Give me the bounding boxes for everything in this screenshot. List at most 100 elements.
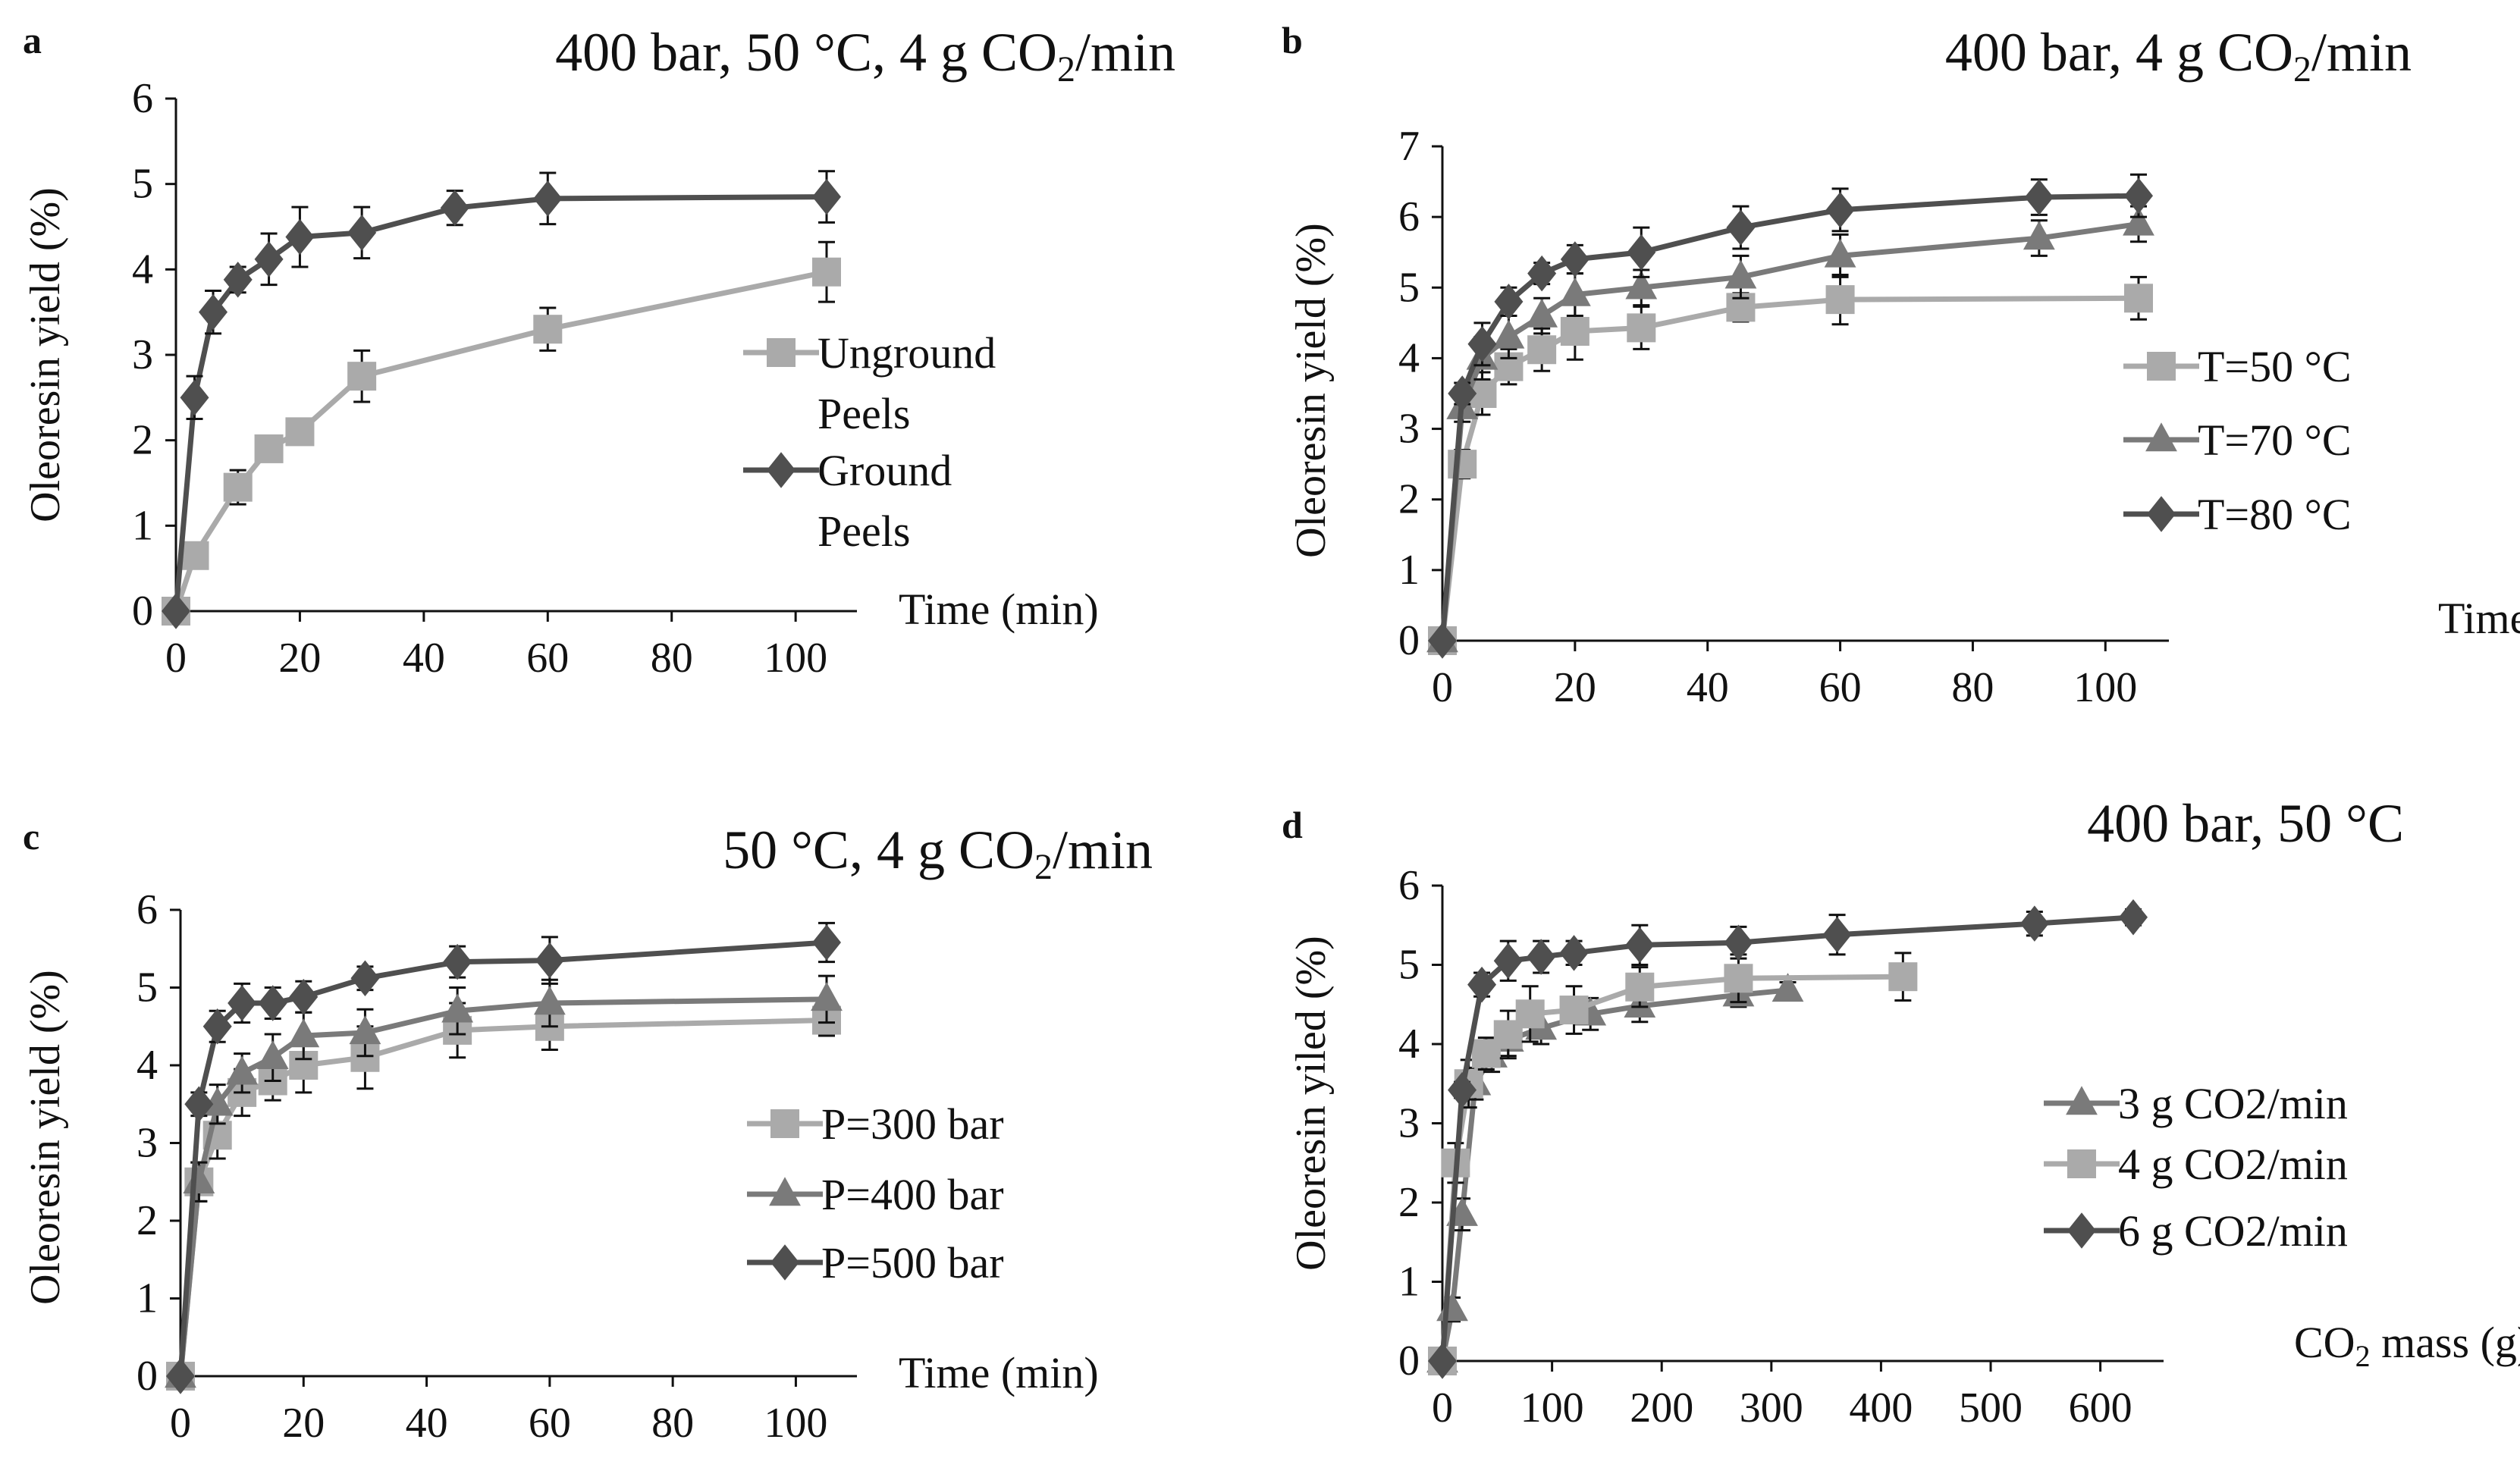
y-tick-label: 5 (1398, 942, 1420, 989)
data-point (347, 362, 377, 391)
legend-entry: P=500 bar (747, 1238, 1004, 1287)
data-point (1625, 927, 1655, 964)
data-point (1448, 375, 1477, 412)
data-point (812, 257, 841, 287)
data-point (162, 593, 190, 629)
data-point (258, 985, 287, 1021)
data-point (1558, 277, 1591, 306)
chart-title-subscript: 2 (2293, 49, 2311, 89)
x-axis-label: Time (min) (899, 585, 1099, 634)
data-point (443, 943, 472, 980)
legend-label: P=400 bar (821, 1170, 1004, 1219)
data-point (533, 315, 563, 344)
data-point (1724, 924, 1753, 961)
x-tick-label: 60 (1819, 664, 1862, 711)
data-point (1560, 317, 1590, 347)
x-axis-label-main: Time (min) (2438, 594, 2520, 643)
legend-entry: T=50 °C (2123, 342, 2352, 391)
x-tick-label: 20 (1554, 664, 1596, 711)
chart-title-tail: /min (1075, 22, 1175, 83)
series-square (162, 240, 841, 626)
chart-title-main: 50 °C, 4 g CO (723, 820, 1034, 880)
data-point (180, 379, 209, 416)
x-tick-label: 0 (165, 635, 187, 682)
x-axis-label-main: Time (min) (899, 585, 1099, 634)
chart-title: 400 bar, 50 °C (2087, 793, 2404, 854)
panel-letter: c (23, 815, 39, 858)
series-line (1439, 221, 2139, 641)
legend-label: Peels (818, 506, 910, 556)
panel-letter: b (1282, 19, 1303, 61)
y-tick-label: 4 (132, 246, 153, 293)
data-point (1428, 622, 1457, 659)
data-point (1825, 192, 1855, 228)
y-tick-label: 4 (1398, 334, 1420, 381)
x-axis-label-tail: mass (g) (2371, 1318, 2520, 1367)
legend-label: P=300 bar (821, 1099, 1004, 1149)
legend-entry: 4 g CO2/min (2044, 1140, 2348, 1189)
data-point (812, 178, 841, 215)
y-tick-label: 5 (137, 964, 158, 1011)
x-axis-label-main: Time (min) (899, 1348, 1099, 1397)
x-axis-label-subscript: 2 (2355, 1339, 2371, 1373)
legend-label: T=80 °C (2198, 490, 2352, 539)
y-tick-label: 1 (132, 502, 153, 549)
series-square (1428, 952, 1918, 1375)
chart-title: 50 °C, 4 g CO2/min (723, 820, 1153, 887)
legend-entry: P=400 bar (747, 1170, 1004, 1219)
y-tick-label: 3 (1398, 406, 1420, 453)
legend-marker (2147, 352, 2176, 381)
data-point (1467, 966, 1497, 1003)
data-point (2023, 221, 2055, 250)
legend-marker (767, 452, 796, 488)
data-point (1515, 999, 1545, 1029)
data-point (289, 979, 319, 1015)
legend-label: T=70 °C (2198, 416, 2352, 465)
x-tick-label: 300 (1740, 1384, 1803, 1432)
y-tick-label: 2 (1398, 476, 1420, 523)
data-point (180, 541, 209, 570)
data-point (287, 1018, 320, 1048)
y-axis-label: Oleoresin yield (%) (1288, 223, 1335, 558)
data-point (1527, 939, 1556, 975)
y-tick-label: 0 (1398, 1337, 1420, 1384)
data-point (254, 434, 284, 463)
legend-entry: Unground Peels (743, 328, 996, 438)
y-tick-label: 7 (1398, 123, 1420, 170)
data-point (2019, 905, 2049, 942)
data-point (184, 1086, 214, 1122)
x-axis-label: Time (min) (899, 1348, 1099, 1397)
y-tick-label: 2 (132, 417, 153, 464)
legend-entry: 3 g CO2/min (2044, 1079, 2348, 1128)
y-tick-label: 4 (137, 1042, 158, 1089)
data-point (1627, 313, 1656, 343)
data-point (285, 417, 315, 447)
data-point (1527, 335, 1557, 365)
data-point (1772, 973, 1804, 1002)
legend-entry: 6 g CO2/min (2044, 1206, 2348, 1256)
legend-marker (2066, 1086, 2098, 1115)
y-tick-label: 3 (137, 1120, 158, 1167)
data-point (1560, 241, 1590, 278)
legend-marker (2147, 496, 2176, 532)
data-point (1448, 1071, 1477, 1109)
y-axis-label: Oleoresin yield (%) (22, 187, 69, 522)
data-point (223, 262, 253, 298)
legend-marker (767, 338, 796, 367)
series-line (1439, 295, 2139, 641)
legend-label: Peels (818, 389, 910, 438)
data-point (1494, 284, 1524, 320)
y-tick-label: 6 (1398, 193, 1420, 240)
data-point (350, 960, 380, 996)
legend-entry: P=300 bar (747, 1099, 1004, 1149)
y-axis-label: Oleoresin yiled (%) (1288, 936, 1335, 1271)
data-point (440, 190, 469, 226)
legend-entry: Ground Peels (743, 446, 952, 556)
legend-marker (2067, 1212, 2096, 1249)
series-square (1428, 274, 2153, 655)
data-point (1492, 319, 1525, 349)
data-point (1724, 259, 1757, 289)
data-point (1527, 255, 1557, 292)
data-point (256, 1040, 289, 1069)
